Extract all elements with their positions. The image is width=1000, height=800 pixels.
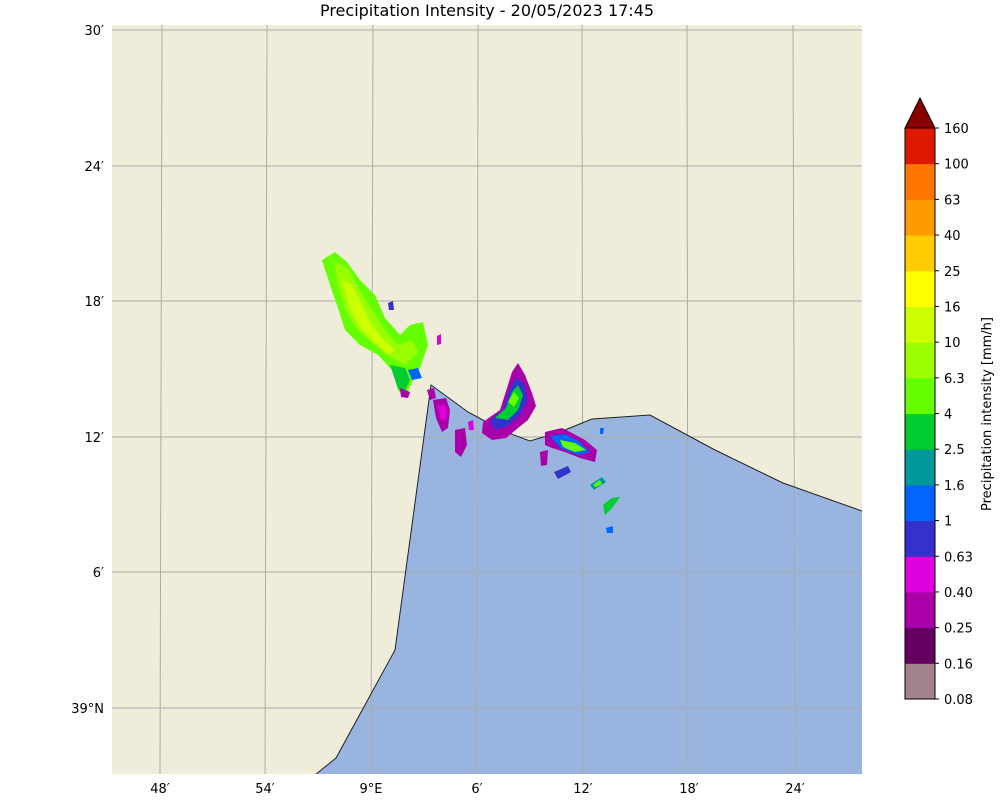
colorbar-level-label: 100 xyxy=(944,158,969,173)
colorbar-segment xyxy=(905,663,935,700)
x-tick-label: 18′ xyxy=(679,782,699,797)
x-tick-label: 24′ xyxy=(785,782,805,797)
x-tick-label: 54′ xyxy=(255,782,275,797)
precip-cell xyxy=(437,334,441,345)
precip-cell xyxy=(388,301,394,310)
colorbar-title: Precipitation intensity [mm/h] xyxy=(980,317,995,511)
colorbar-level-label: 0.08 xyxy=(944,693,973,708)
lon-line xyxy=(686,25,689,774)
y-tick-label: 30′ xyxy=(85,24,105,39)
y-tick-label: 24′ xyxy=(85,160,105,175)
colorbar-segment xyxy=(905,556,935,593)
y-tick-label: 12′ xyxy=(85,431,105,446)
precip-cell xyxy=(560,440,586,452)
precip-cell xyxy=(438,405,447,420)
precip-cell xyxy=(554,466,571,479)
colorbar-segment xyxy=(905,270,935,307)
colorbar-segment xyxy=(905,377,935,414)
lon-line xyxy=(476,25,479,774)
precip-cell xyxy=(468,420,474,430)
colorbar-segment xyxy=(905,128,935,165)
colorbar-segment xyxy=(905,342,935,379)
graticule xyxy=(112,25,862,774)
colorbar-level-label: 10 xyxy=(944,336,961,351)
colorbar-segment xyxy=(905,449,935,486)
x-tick-label: 12′ xyxy=(573,782,593,797)
colorbar-segment xyxy=(905,520,935,557)
colorbar-level-label: 0.63 xyxy=(944,550,973,565)
colorbar-level-label: 1.6 xyxy=(944,479,965,494)
colorbar-level-label: 0.16 xyxy=(944,657,973,672)
lon-line xyxy=(792,25,796,774)
colorbar-level-label: 2.5 xyxy=(944,443,965,458)
y-tick-label: 6′ xyxy=(93,566,104,581)
colorbar-level-label: 0.40 xyxy=(944,586,973,601)
precip-cell xyxy=(400,388,410,398)
colorbar-segment xyxy=(905,627,935,664)
lon-line xyxy=(581,25,584,774)
precip-cell xyxy=(603,497,620,515)
colorbar-segment xyxy=(905,413,935,450)
sea-area xyxy=(316,385,862,774)
colorbar-level-label: 63 xyxy=(944,193,961,208)
coastline xyxy=(315,384,862,774)
x-tick-label: 48′ xyxy=(150,782,170,797)
colorbar-segment xyxy=(905,591,935,629)
colorbar-level-label: 16 xyxy=(944,300,961,315)
precip-cell xyxy=(600,428,604,434)
precip-cell xyxy=(508,392,519,407)
x-tick-label: 6′ xyxy=(471,782,482,797)
precip-cell xyxy=(335,262,418,365)
colorbar-segment xyxy=(905,484,935,522)
y-tick-labels: 30′ 24′ 18′ 12′ 6′ 39°N xyxy=(71,24,104,717)
precip-cell xyxy=(342,280,395,355)
precip-cell xyxy=(408,368,422,380)
lon-line xyxy=(370,25,374,774)
colorbar-segment xyxy=(905,163,935,200)
precip-cell xyxy=(606,526,613,533)
colorbar-extend-triangle xyxy=(904,96,936,129)
precip-cell xyxy=(427,388,436,400)
y-tick-label: 18′ xyxy=(85,295,105,310)
map-title: Precipitation Intensity - 20/05/2023 17:… xyxy=(319,1,655,20)
y-tick-label: 39°N xyxy=(71,702,104,717)
colorbar-level-label: 40 xyxy=(944,229,961,244)
x-tick-label: 9°E xyxy=(360,782,383,797)
precipitation-field xyxy=(322,252,620,533)
colorbar-level-label: 1 xyxy=(944,515,952,530)
precip-cell xyxy=(540,450,548,466)
precip-cell xyxy=(390,365,410,395)
colorbar: 0.08 0.16 0.25 0.40 0.63 1 1.6 2.5 4 6.3 10 16 25 40 6… xyxy=(904,96,973,708)
lon-line xyxy=(159,25,163,774)
colorbar-level-label: 4 xyxy=(944,408,952,423)
precip-cell xyxy=(455,428,467,457)
lon-line xyxy=(264,25,268,774)
colorbar-level-label: 25 xyxy=(944,265,961,280)
colorbar-segment xyxy=(905,306,935,343)
colorbar-segment xyxy=(905,199,935,236)
x-tick-labels: 48′ 54′ 9°E 6′ 12′ 18′ 24′ xyxy=(150,782,805,797)
precip-cell xyxy=(593,480,602,487)
colorbar-segment xyxy=(905,235,935,272)
colorbar-level-label: 160 xyxy=(944,122,969,137)
colorbar-level-label: 6.3 xyxy=(944,372,965,387)
colorbar-level-label: 0.25 xyxy=(944,622,973,637)
